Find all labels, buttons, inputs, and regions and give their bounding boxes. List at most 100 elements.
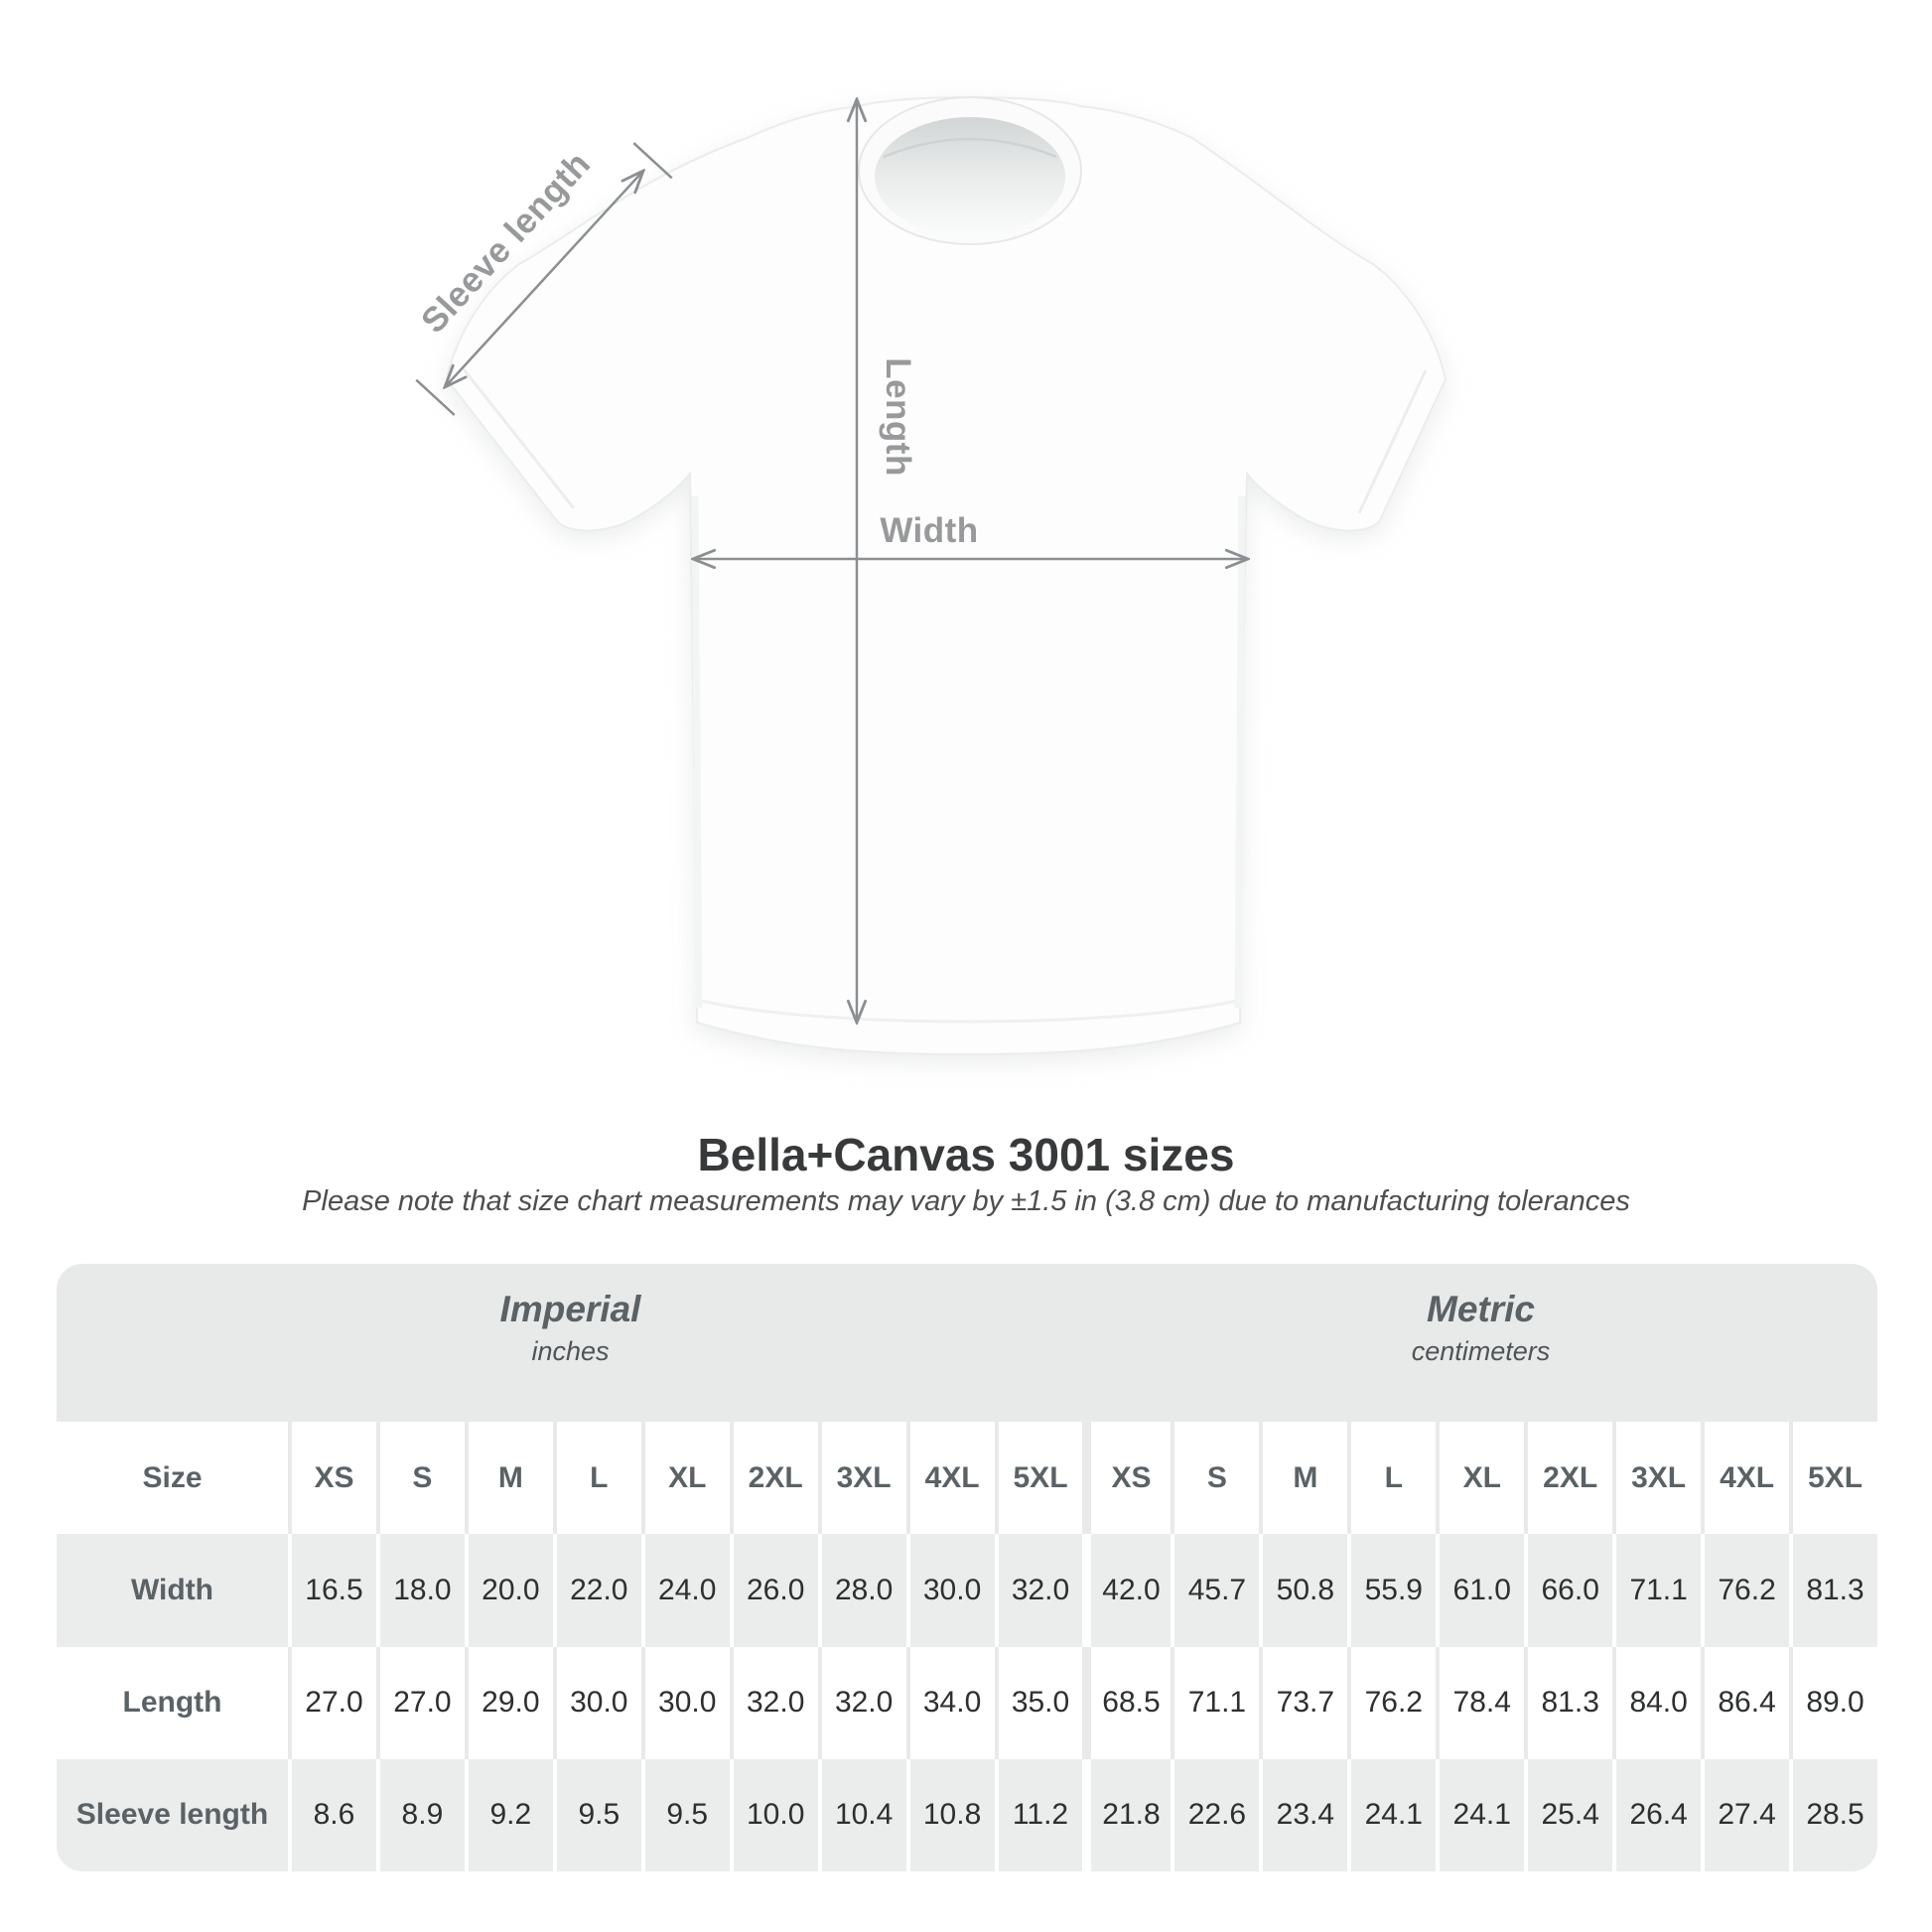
value-cell: 71.1 [1171,1646,1260,1759]
value-cell: 32.0 [817,1646,906,1759]
size-header-metric-xl: XL [1436,1422,1525,1535]
value-cell: 86.4 [1701,1646,1790,1759]
size-header-imperial-xs: XS [288,1422,376,1535]
size-header-imperial-m: M [464,1422,553,1535]
size-header-metric-5xl: 5XL [1789,1422,1877,1535]
size-header-imperial-s: S [375,1422,465,1535]
value-cell: 9.5 [640,1758,730,1871]
size-header-metric-xs: XS [1082,1422,1172,1535]
tshirt-illustration [445,96,1448,1056]
value-cell: 50.8 [1259,1534,1348,1647]
value-cell: 84.0 [1612,1646,1702,1759]
page-subtitle: Please note that size chart measurements… [302,1185,1630,1217]
value-cell: 42.0 [1082,1534,1172,1647]
sleeve-tick-lower [415,378,456,416]
value-cell: 25.4 [1524,1758,1613,1871]
value-cell: 9.2 [464,1758,553,1871]
value-cell: 81.3 [1524,1646,1613,1759]
back-collar-seam [883,137,1057,159]
neck-opening [875,117,1065,236]
value-cell: 30.0 [640,1646,730,1759]
width-arrow: Width [693,511,1248,559]
imperial-label: Imperial [499,1289,641,1329]
size-header-imperial-xl: XL [640,1422,730,1535]
size-header-imperial-4xl: 4XL [905,1422,995,1535]
row-label: Length [57,1646,288,1759]
value-cell: 22.0 [552,1534,641,1647]
left-cuff-seam [462,368,576,509]
size-header-metric-3xl: 3XL [1612,1422,1702,1535]
value-cell: 28.0 [817,1534,906,1647]
size-header-metric-s: S [1171,1422,1260,1535]
value-cell: 8.9 [375,1758,465,1871]
value-cell: 24.1 [1347,1758,1437,1871]
row-label: Width [57,1534,288,1647]
value-cell: 10.4 [817,1758,906,1871]
size-header-imperial-l: L [552,1422,641,1535]
size-header-imperial-5xl: 5XL [994,1422,1083,1535]
length-label: Length [879,357,917,477]
value-cell: 18.0 [375,1534,465,1647]
imperial-unit: inches [531,1336,610,1366]
value-cell: 21.8 [1082,1758,1172,1871]
tshirt-measurement-diagram: Sleeve length Length Width [414,96,1448,1056]
value-cell: 30.0 [905,1534,995,1647]
value-cell: 55.9 [1347,1534,1437,1647]
unit-group-metric: Metric centimeters [1084,1264,1877,1422]
value-cell: 10.8 [905,1758,995,1871]
size-header-metric-m: M [1259,1422,1348,1535]
size-header-imperial-3xl: 3XL [817,1422,906,1535]
size-table-grid: Size XS S M L XL 2XL 3XL 4XL 5XL XS S M L XL 2XL 3XL 4XL 5… [57,1422,1877,1871]
page-title: Bella+Canvas 3001 sizes [697,1129,1235,1180]
value-cell: 34.0 [905,1646,995,1759]
value-cell: 45.7 [1171,1534,1260,1647]
value-cell: 22.6 [1171,1758,1260,1871]
value-cell: 11.2 [994,1758,1083,1871]
value-cell: 89.0 [1789,1646,1877,1759]
metric-label: Metric [1427,1289,1535,1329]
value-cell: 76.2 [1701,1534,1790,1647]
unit-group-band: Imperial inches Metric centimeters [57,1264,1877,1422]
sleeve-tick-upper [632,142,673,180]
value-cell: 10.0 [729,1758,818,1871]
hem-seam [700,999,1238,1024]
left-side-shadow [691,495,703,1009]
value-cell: 20.0 [464,1534,553,1647]
value-cell: 24.1 [1436,1758,1525,1871]
size-table: Imperial inches Metric centimeters Size X… [57,1264,1877,1871]
value-cell: 66.0 [1524,1534,1613,1647]
value-cell: 32.0 [994,1534,1083,1647]
value-cell: 28.5 [1789,1758,1877,1871]
right-cuff-seam [1357,369,1428,514]
value-cell: 24.0 [640,1534,730,1647]
corner-header-size: Size [57,1422,288,1535]
value-cell: 27.0 [288,1646,376,1759]
value-cell: 73.7 [1259,1646,1348,1759]
value-cell: 76.2 [1347,1646,1437,1759]
value-cell: 29.0 [464,1646,553,1759]
value-cell: 16.5 [288,1534,376,1647]
size-header-metric-2xl: 2XL [1524,1422,1613,1535]
value-cell: 27.0 [375,1646,465,1759]
value-cell: 26.0 [729,1534,818,1647]
unit-group-imperial: Imperial inches [57,1264,1084,1422]
value-cell: 71.1 [1612,1534,1702,1647]
value-cell: 35.0 [994,1646,1083,1759]
value-cell: 30.0 [552,1646,641,1759]
value-cell: 78.4 [1436,1646,1525,1759]
value-cell: 9.5 [552,1758,641,1871]
value-cell: 26.4 [1612,1758,1702,1871]
value-cell: 61.0 [1436,1534,1525,1647]
width-label: Width [880,511,978,550]
value-cell: 81.3 [1789,1534,1877,1647]
right-side-shadow [1234,495,1246,1009]
value-cell: 32.0 [729,1646,818,1759]
value-cell: 23.4 [1259,1758,1348,1871]
size-header-metric-4xl: 4XL [1701,1422,1790,1535]
metric-unit: centimeters [1411,1336,1551,1366]
size-header-metric-l: L [1347,1422,1437,1535]
value-cell: 27.4 [1701,1758,1790,1871]
value-cell: 8.6 [288,1758,376,1871]
value-cell: 68.5 [1082,1646,1172,1759]
